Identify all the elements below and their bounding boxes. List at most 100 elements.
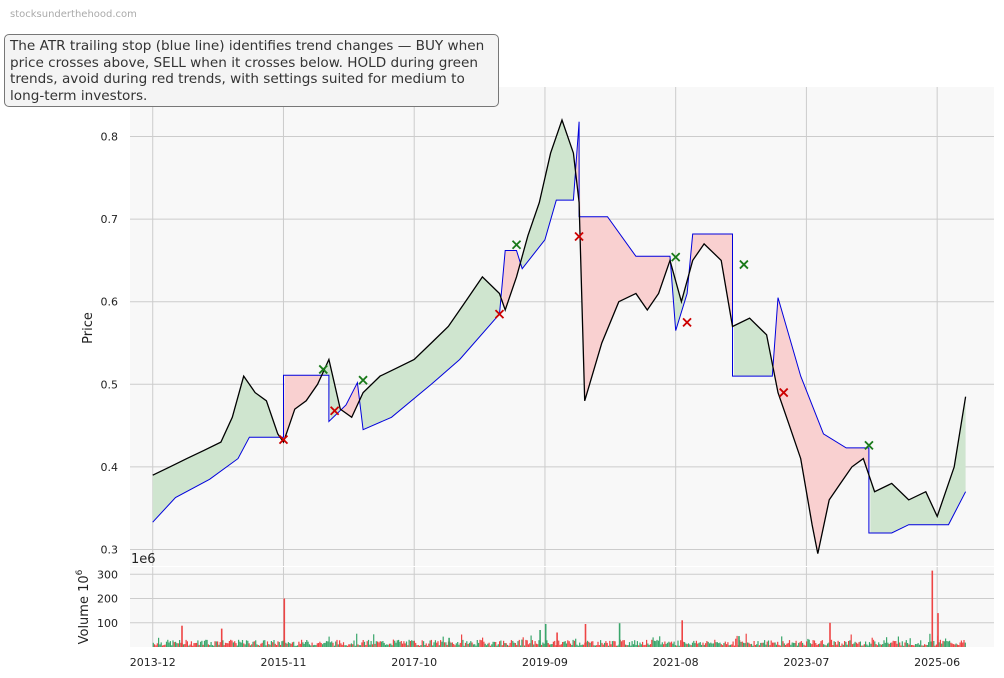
volume-bar <box>934 645 936 647</box>
volume-bar <box>471 642 473 647</box>
volume-bar <box>674 645 676 647</box>
volume-bar <box>491 644 493 647</box>
volume-bar <box>384 644 387 647</box>
volume-bar <box>611 641 613 647</box>
volume-bar <box>744 643 746 647</box>
volume-bar <box>354 645 356 647</box>
volume-bar <box>228 641 230 647</box>
volume-bar <box>391 645 393 647</box>
volume-bar <box>322 644 324 647</box>
buy-signal-marker-stroke <box>358 375 368 385</box>
volume-bar <box>896 643 898 647</box>
volume-bar <box>695 640 697 647</box>
volume-bar <box>426 645 429 647</box>
volume-bar <box>550 644 552 647</box>
atr-trailing-stop-line <box>152 121 967 534</box>
volume-bar <box>714 639 716 647</box>
volume-bar <box>277 641 279 647</box>
bullish-trend-fill <box>733 318 773 377</box>
volume-bar <box>752 645 754 647</box>
volume-bar <box>332 642 334 647</box>
volume-bar <box>259 645 261 647</box>
volume-bar <box>567 640 569 647</box>
volume-bar <box>604 642 606 647</box>
volume-bar <box>863 644 865 647</box>
volume-bar <box>815 643 817 647</box>
volume-bar <box>548 644 551 647</box>
volume-bar <box>668 641 670 647</box>
volume-bar <box>459 642 461 647</box>
volume-bar <box>632 644 634 647</box>
volume-bar <box>407 645 409 647</box>
volume-bar <box>882 644 884 647</box>
volume-bar <box>468 642 471 647</box>
volume-bar <box>664 641 666 647</box>
volume-bar <box>938 642 940 647</box>
volume-bar <box>655 641 657 647</box>
volume-bar <box>371 644 373 647</box>
volume-bar <box>434 640 436 647</box>
volume-bar <box>409 641 411 647</box>
volume-spike-bar <box>584 624 587 647</box>
volume-bar <box>184 644 186 647</box>
bearish-trend-fill <box>341 382 359 418</box>
volume-bar <box>615 645 617 647</box>
sell-signal-marker-stroke <box>494 309 505 319</box>
volume-bar <box>643 645 645 647</box>
volume-bar <box>377 641 379 647</box>
volume-bar <box>272 642 274 647</box>
volume-bar <box>676 645 678 647</box>
volume-bar <box>281 641 283 647</box>
volume-bar <box>467 644 469 647</box>
volume-bar <box>848 641 850 647</box>
volume-bar <box>223 645 225 647</box>
volume-bar <box>706 641 708 647</box>
volume-bar <box>955 643 957 647</box>
volume-bar <box>592 641 594 647</box>
volume-bar <box>903 645 905 647</box>
volume-bar <box>273 640 275 647</box>
price-line <box>152 118 967 554</box>
volume-bar <box>874 641 876 647</box>
volume-bar <box>904 642 906 647</box>
volume-bar <box>682 641 684 647</box>
volume-bar <box>871 637 873 647</box>
volume-spike-bar <box>556 632 558 647</box>
volume-bar <box>606 642 608 647</box>
volume-bar <box>415 642 417 647</box>
volume-spike-bar <box>738 636 740 647</box>
volume-bar <box>496 645 498 647</box>
volume-bar <box>680 640 682 647</box>
volume-bar <box>239 641 241 647</box>
volume-bar <box>171 645 173 647</box>
sell-signal-marker <box>574 231 584 242</box>
volume-bar <box>806 641 808 647</box>
volume-bar <box>487 643 489 647</box>
volume-bar <box>315 645 317 647</box>
volume-bar <box>285 642 287 647</box>
volume-bar <box>656 639 658 647</box>
volume-bar <box>446 644 448 647</box>
volume-bar <box>581 644 583 647</box>
volume-bar <box>782 641 784 647</box>
volume-bar <box>912 645 914 647</box>
volume-bar <box>820 641 822 647</box>
volume-bar <box>423 641 425 647</box>
volume-bar <box>379 641 381 647</box>
volume-bar <box>758 645 760 647</box>
price-tick-label: 0.4 <box>101 461 119 474</box>
volume-bar <box>854 641 856 647</box>
volume-bar <box>165 641 168 647</box>
volume-bar <box>811 644 813 647</box>
volume-bar <box>625 644 627 647</box>
volume-bar <box>489 645 492 647</box>
volume-spike-bar <box>937 613 939 647</box>
volume-bar <box>946 641 948 647</box>
volume-bar <box>173 642 175 647</box>
volume-bar <box>238 639 240 647</box>
volume-bar <box>336 639 338 647</box>
volume-bar <box>386 644 388 647</box>
volume-bar <box>610 644 612 647</box>
volume-bar <box>796 645 798 647</box>
